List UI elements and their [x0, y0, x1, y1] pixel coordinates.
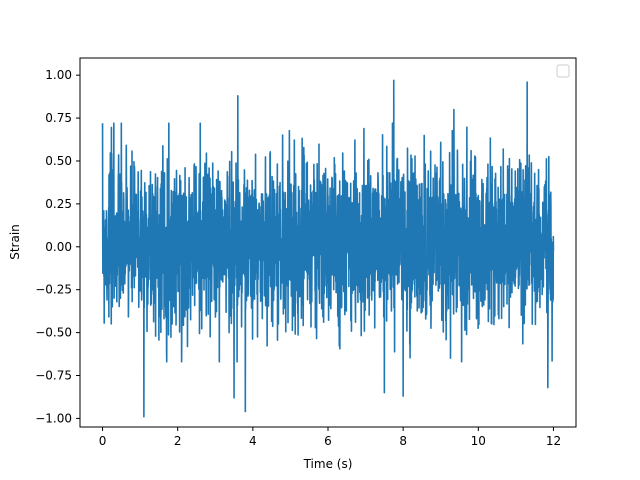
y-tick-label: 0.50: [45, 154, 72, 168]
legend-box: [556, 64, 570, 78]
y-tick-label: −1.00: [35, 411, 72, 425]
y-tick-label: −0.75: [35, 369, 72, 383]
x-tick-label: 2: [174, 434, 182, 448]
series-layer: [101, 79, 555, 418]
x-tick-label: 10: [471, 434, 486, 448]
y-axis-label: Strain: [8, 224, 22, 260]
x-tick-label: 12: [546, 434, 561, 448]
y-tick-label: 1.00: [45, 68, 72, 82]
y-tick-label: 0.00: [45, 240, 72, 254]
x-axis-label: Time (s): [303, 457, 353, 471]
x-tick-label: 8: [399, 434, 407, 448]
x-tick-label: 0: [99, 434, 107, 448]
y-tick-label: 0.75: [45, 111, 72, 125]
y-tick-label: 0.25: [45, 197, 72, 211]
y-tick-label: −0.50: [35, 326, 72, 340]
y-tick-label: −0.25: [35, 283, 72, 297]
x-tick-label: 4: [249, 434, 257, 448]
axes-layer: 0 2 4 6 8 10 12 −1.00 −0.75 −0.50 −0.25 0.00 0.25 0.5…: [35, 57, 577, 448]
strain-series-line: [101, 79, 555, 418]
x-tick-label: 6: [324, 434, 332, 448]
